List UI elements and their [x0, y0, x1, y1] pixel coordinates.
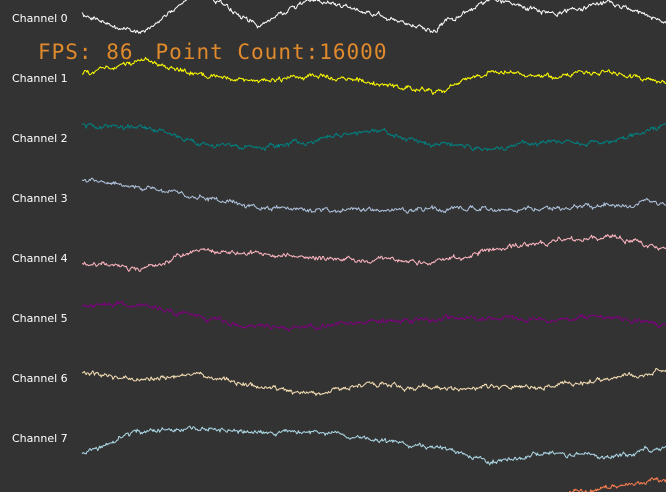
series-line-6: [81, 367, 666, 396]
series-line-0: [81, 0, 666, 34]
channel-label-6: Channel 6: [12, 372, 68, 385]
series-layer: [81, 0, 666, 492]
fps-label: FPS:: [38, 40, 93, 64]
point-count-value: 16000: [319, 40, 388, 64]
channel-label-3: Channel 3: [12, 192, 68, 205]
series-line-3: [81, 177, 666, 214]
channel-label-1: Channel 1: [12, 72, 68, 85]
series-line-2: [81, 123, 666, 152]
channel-label-4: Channel 4: [12, 252, 68, 265]
channel-label-7: Channel 7: [12, 432, 68, 445]
channel-label-0: Channel 0: [12, 12, 68, 25]
point-count-label: Point Count:: [155, 40, 320, 64]
performance-overlay: FPS: 86 Point Count:16000: [38, 40, 387, 64]
channel-label-5: Channel 5: [12, 312, 68, 325]
series-line-8: [568, 477, 666, 492]
series-line-1: [81, 56, 666, 95]
series-line-7: [81, 425, 666, 466]
fps-value: 86: [106, 40, 134, 64]
channel-label-2: Channel 2: [12, 132, 68, 145]
series-line-5: [81, 300, 666, 332]
series-line-4: [81, 234, 666, 272]
